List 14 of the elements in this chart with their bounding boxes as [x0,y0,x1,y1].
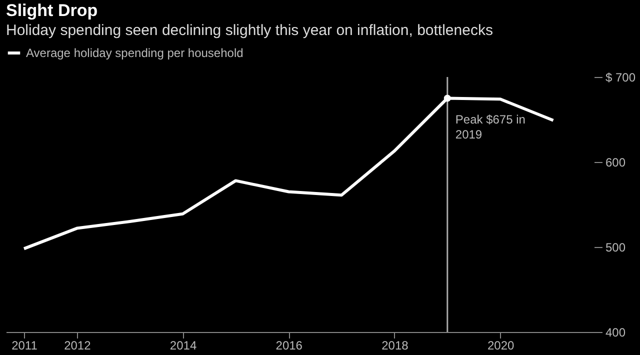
annotation: Peak $675 in 2019 [455,112,526,142]
x-tick-label: 2020 [487,338,514,352]
y-tick-label: $ 700 [606,70,636,84]
x-tick-label: 2011 [12,338,38,352]
chart-title: Slight Drop [6,1,98,20]
y-tick-label: 400 [606,326,626,340]
x-tick-label: 2016 [276,338,303,352]
legend-label: Average holiday spending per household [26,46,244,60]
y-tick-label: 500 [606,240,626,254]
x-tick-label: 2014 [170,338,197,352]
chart-subtitle: Holiday spending seen declining slightly this year on inflation, bottlenecks [6,22,493,39]
x-tick-label: 2018 [382,338,409,352]
x-tick-label: 2012 [64,338,92,352]
y-tick-label: 600 [606,156,626,170]
